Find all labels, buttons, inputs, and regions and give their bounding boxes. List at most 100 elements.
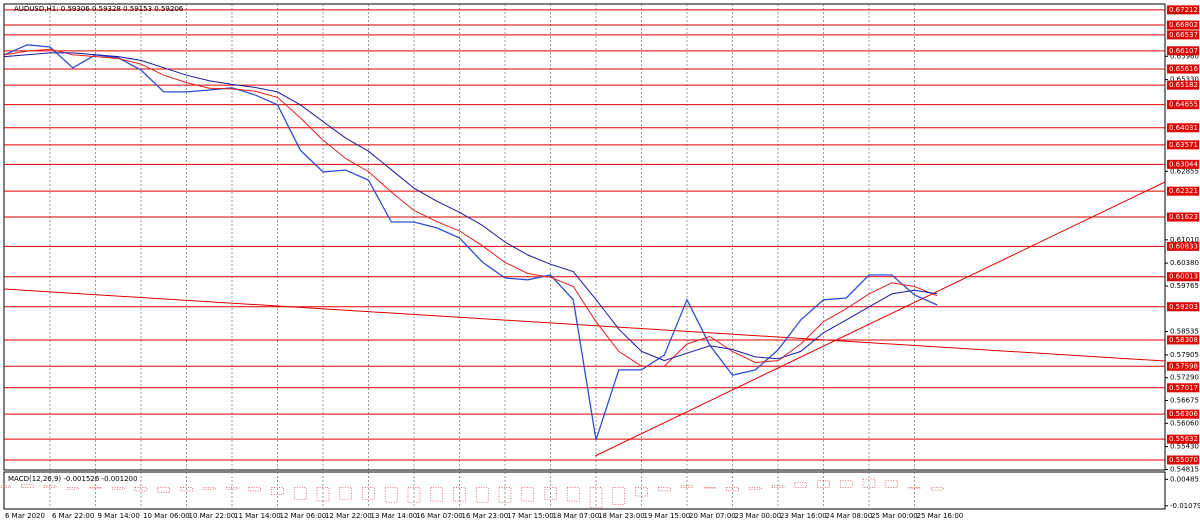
macd-bar bbox=[453, 487, 466, 502]
level-label-box bbox=[1167, 64, 1199, 74]
chart-title: AUDUSD,H1: 0.59306 0.59328 0.59153 0.592… bbox=[14, 5, 184, 13]
x-tick-label: 12 Mar 06:00 bbox=[280, 512, 327, 520]
level-label: 0.64031 bbox=[1169, 124, 1198, 132]
level-label-box bbox=[1167, 100, 1199, 110]
macd-bar bbox=[748, 487, 762, 490]
macd-bar bbox=[111, 487, 125, 490]
macd-bar bbox=[589, 487, 603, 509]
level-label-box bbox=[1167, 5, 1199, 15]
macd-bar bbox=[248, 487, 262, 492]
trend-line bbox=[594, 181, 1166, 457]
level-label: 0.63044 bbox=[1169, 160, 1198, 168]
x-tick-label: 6 Mar 2020 bbox=[5, 512, 45, 520]
level-label-box bbox=[1167, 409, 1199, 419]
y-tick-label: 0.59765 bbox=[1170, 282, 1199, 290]
level-label-box bbox=[1167, 241, 1199, 251]
macd-bar bbox=[635, 487, 648, 497]
x-tick-label: 16 Mar 07:00 bbox=[416, 512, 463, 520]
macd-bar bbox=[293, 487, 307, 500]
macd-bar bbox=[66, 487, 80, 490]
level-label: 0.63571 bbox=[1169, 141, 1198, 149]
level-label: 0.55632 bbox=[1169, 435, 1198, 443]
x-tick-label: 13 Mar 14:00 bbox=[371, 512, 418, 520]
y-tick-label: 0.58535 bbox=[1170, 328, 1199, 336]
macd-bar bbox=[862, 478, 876, 488]
level-label: 0.60013 bbox=[1169, 273, 1198, 281]
level-label-box bbox=[1167, 20, 1199, 30]
macd-bar bbox=[134, 487, 148, 492]
macd-bar bbox=[180, 487, 193, 492]
macd-bar bbox=[384, 487, 398, 504]
macd-bar bbox=[771, 485, 785, 488]
level-label-box bbox=[1167, 80, 1199, 90]
y-tick-label: 0.004851 bbox=[1170, 475, 1200, 483]
macd-bar bbox=[362, 487, 375, 500]
macd-pane bbox=[3, 471, 1166, 510]
level-label-box bbox=[1167, 335, 1199, 345]
macd-bar bbox=[566, 487, 580, 502]
macd-bar bbox=[839, 480, 853, 488]
level-label-box bbox=[1167, 123, 1199, 133]
macd-bar bbox=[89, 487, 102, 489]
level-label: 0.60833 bbox=[1169, 242, 1198, 250]
y-tick-label: 0.60380 bbox=[1170, 259, 1199, 267]
x-tick-label: 6 Mar 22:00 bbox=[52, 512, 94, 520]
level-label: 0.66802 bbox=[1169, 21, 1198, 29]
y-tick-label: 0.62855 bbox=[1170, 167, 1199, 175]
macd-bar bbox=[157, 487, 171, 493]
x-tick-label: 17 Mar 15:00 bbox=[507, 512, 554, 520]
y-tick-label: 0.56675 bbox=[1170, 396, 1199, 404]
macd-bar bbox=[430, 487, 444, 502]
level-label-box bbox=[1167, 361, 1199, 371]
macd-bar bbox=[544, 487, 557, 500]
x-tick-label: 11 Mar 14:00 bbox=[234, 512, 281, 520]
level-label: 0.67212 bbox=[1169, 6, 1198, 14]
macd-bar bbox=[43, 485, 57, 488]
y-tick-label: 0.57290 bbox=[1170, 374, 1199, 382]
level-label: 0.57598 bbox=[1169, 362, 1198, 370]
y-tick-label: 0.54815 bbox=[1170, 465, 1199, 473]
x-tick-label: 23 Mar 00:00 bbox=[735, 512, 782, 520]
main-pane bbox=[3, 3, 1166, 471]
y-tick-label: -0.01079 bbox=[1170, 502, 1200, 510]
x-tick-label: 20 Mar 07:00 bbox=[689, 512, 736, 520]
y-tick-label: 0.55430 bbox=[1170, 443, 1199, 451]
y-tick-label: 0.61010 bbox=[1170, 236, 1199, 244]
level-label-box bbox=[1167, 302, 1199, 312]
x-tick-label: 24 Mar 08:00 bbox=[826, 512, 873, 520]
macd-bar bbox=[680, 485, 694, 488]
level-label: 0.55070 bbox=[1169, 456, 1198, 464]
price-line bbox=[4, 52, 938, 362]
macd-bar bbox=[885, 480, 899, 488]
macd-bar bbox=[908, 487, 921, 489]
x-tick-label: 19 Mar 15:00 bbox=[644, 512, 691, 520]
x-tick-label: 18 Mar 23:00 bbox=[598, 512, 645, 520]
macd-bar bbox=[794, 482, 808, 488]
macd-bar bbox=[498, 487, 512, 504]
level-label-box bbox=[1167, 212, 1199, 222]
macd-bar bbox=[703, 487, 717, 489]
macd-bar bbox=[225, 487, 239, 490]
trend-line bbox=[3, 288, 1166, 362]
macd-bar bbox=[817, 480, 830, 488]
level-label: 0.59203 bbox=[1169, 303, 1198, 311]
level-label: 0.58308 bbox=[1169, 336, 1198, 344]
macd-bar bbox=[339, 487, 353, 500]
macd-bar bbox=[475, 487, 489, 504]
y-tick-label: 0.65330 bbox=[1170, 76, 1199, 84]
macd-title: MACD(12,26,9) -0.001526 -0.001200 bbox=[8, 475, 137, 483]
x-tick-label: 25 Mar 00:00 bbox=[871, 512, 918, 520]
x-tick-label: 23 Mar 16:00 bbox=[780, 512, 827, 520]
macd-bar bbox=[20, 483, 34, 488]
macd-bar bbox=[930, 487, 944, 491]
level-label-box bbox=[1167, 140, 1199, 150]
macd-bar bbox=[521, 487, 535, 502]
x-tick-label: 9 Mar 14:00 bbox=[98, 512, 140, 520]
x-tick-label: 18 Mar 07:00 bbox=[553, 512, 600, 520]
level-label-box bbox=[1167, 455, 1199, 465]
macd-bar bbox=[271, 487, 284, 495]
level-label: 0.64655 bbox=[1169, 101, 1198, 109]
level-label: 0.66537 bbox=[1169, 31, 1198, 39]
level-label: 0.65616 bbox=[1169, 65, 1198, 73]
